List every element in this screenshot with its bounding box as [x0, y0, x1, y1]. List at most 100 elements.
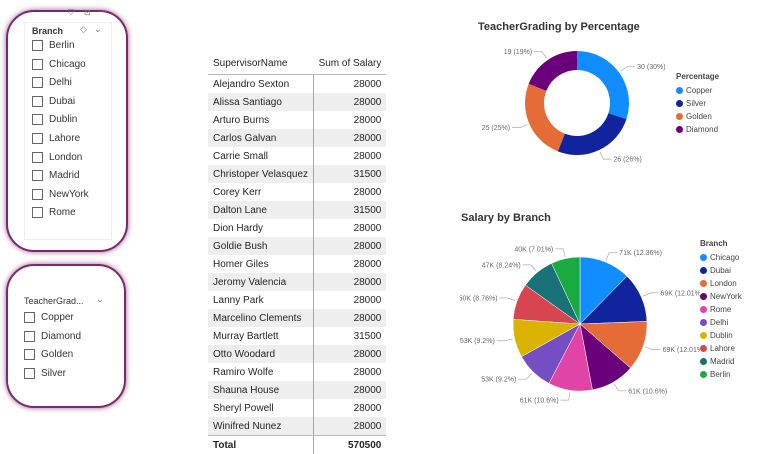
eraser-icon[interactable]: ◇: [80, 24, 87, 35]
legend-item-berlin[interactable]: Berlin: [700, 368, 742, 381]
chevron-down-icon[interactable]: ⌄: [96, 294, 104, 305]
slicer-item-dublin[interactable]: Dublin: [32, 114, 77, 125]
slice-golden[interactable]: [525, 84, 565, 151]
legend-marker: [676, 113, 683, 120]
legend-marker: [700, 293, 707, 300]
focus-mode-icon[interactable]: ⊡: [84, 8, 91, 17]
slicer-item-rome[interactable]: Rome: [32, 207, 76, 218]
legend-item-rome[interactable]: Rome: [700, 303, 742, 316]
checkbox[interactable]: [32, 96, 43, 107]
checkbox[interactable]: [24, 349, 35, 360]
more-options-icon[interactable]: ⋯: [98, 6, 107, 17]
slicer-item-madrid[interactable]: Madrid: [32, 170, 80, 181]
legend-item-delhi[interactable]: Delhi: [700, 316, 742, 329]
slicer-item-golden[interactable]: Golden: [24, 349, 73, 360]
legend-item-golden[interactable]: Golden: [676, 110, 719, 123]
legend-marker: [700, 319, 707, 326]
legend-label: Silver: [686, 99, 706, 108]
chevron-down-icon[interactable]: ⌄: [94, 24, 102, 35]
slicer-item-silver[interactable]: Silver: [24, 368, 66, 379]
data-label: 61K (10.6%): [520, 398, 559, 405]
checkbox[interactable]: [32, 59, 43, 70]
legend-item-london[interactable]: London: [700, 277, 742, 290]
checkbox[interactable]: [32, 114, 43, 125]
checkbox[interactable]: [32, 133, 43, 144]
column-header-salary[interactable]: Sum of Salary: [314, 52, 387, 75]
slicer-item-dubai[interactable]: Dubai: [32, 96, 75, 107]
data-label: 69K (12.01%): [663, 347, 700, 354]
slicer-item-berlin[interactable]: Berlin: [32, 40, 75, 51]
supervisor-name-cell: Sheryl Powell: [208, 399, 314, 417]
slice-copper[interactable]: [577, 51, 629, 119]
legend-item-dubai[interactable]: Dubai: [700, 264, 742, 277]
slicer-item-chicago[interactable]: Chicago: [32, 59, 86, 70]
slicer-item-delhi[interactable]: Delhi: [32, 77, 72, 88]
checkbox[interactable]: [24, 331, 35, 342]
supervisor-salary-table: SupervisorName Sum of Salary Alejandro S…: [208, 52, 386, 454]
leader-line: [500, 298, 516, 301]
legend-item-lahore[interactable]: Lahore: [700, 342, 742, 355]
slicer-item-diamond[interactable]: Diamond: [24, 331, 81, 342]
legend-label: Dublin: [710, 331, 733, 340]
checkbox[interactable]: [32, 170, 43, 181]
slicer-item-lahore[interactable]: Lahore: [32, 133, 80, 144]
checkbox[interactable]: [32, 207, 43, 218]
supervisor-name-cell: Winifred Nunez: [208, 417, 314, 436]
legend-item-copper[interactable]: Copper: [676, 84, 719, 97]
legend-item-silver[interactable]: Silver: [676, 97, 719, 110]
checkbox[interactable]: [24, 368, 35, 379]
supervisor-name-cell: Homer Giles: [208, 255, 314, 273]
data-label: 53K (9.2%): [481, 377, 516, 384]
checkbox[interactable]: [24, 312, 35, 323]
legend-item-dublin[interactable]: Dublin: [700, 329, 742, 342]
data-label: 25 (25%): [482, 125, 510, 132]
legend-label: Copper: [686, 86, 712, 95]
total-label: Total: [208, 436, 314, 454]
legend-item-newyork[interactable]: NewYork: [700, 290, 742, 303]
filter-icon[interactable]: ⛉: [68, 8, 74, 18]
column-header-supervisor[interactable]: SupervisorName: [208, 52, 314, 75]
slice-diamond[interactable]: [529, 51, 577, 91]
legend-item-diamond[interactable]: Diamond: [676, 123, 719, 136]
checkbox[interactable]: [32, 152, 43, 163]
legend-marker: [676, 100, 683, 107]
total-value: 570500: [314, 436, 387, 454]
legend-item-chicago[interactable]: Chicago: [700, 251, 742, 264]
slicer-item-london[interactable]: London: [32, 152, 82, 163]
legend-marker: [700, 306, 707, 313]
checkbox[interactable]: [32, 189, 43, 200]
legend-item-madrid[interactable]: Madrid: [700, 355, 742, 368]
salary-cell: 28000: [314, 129, 387, 147]
checkbox[interactable]: [32, 40, 43, 51]
slice-silver[interactable]: [558, 113, 627, 155]
checkbox[interactable]: [32, 77, 43, 88]
slicer-item-newyork[interactable]: NewYork: [32, 189, 89, 200]
slicer-item-copper[interactable]: Copper: [24, 312, 74, 323]
leader-line: [518, 373, 532, 379]
legend-title: Branch: [700, 239, 742, 248]
salary-cell: 28000: [314, 147, 387, 165]
salary-cell: 28000: [314, 345, 387, 363]
data-label: 71K (12.36%): [619, 250, 662, 257]
